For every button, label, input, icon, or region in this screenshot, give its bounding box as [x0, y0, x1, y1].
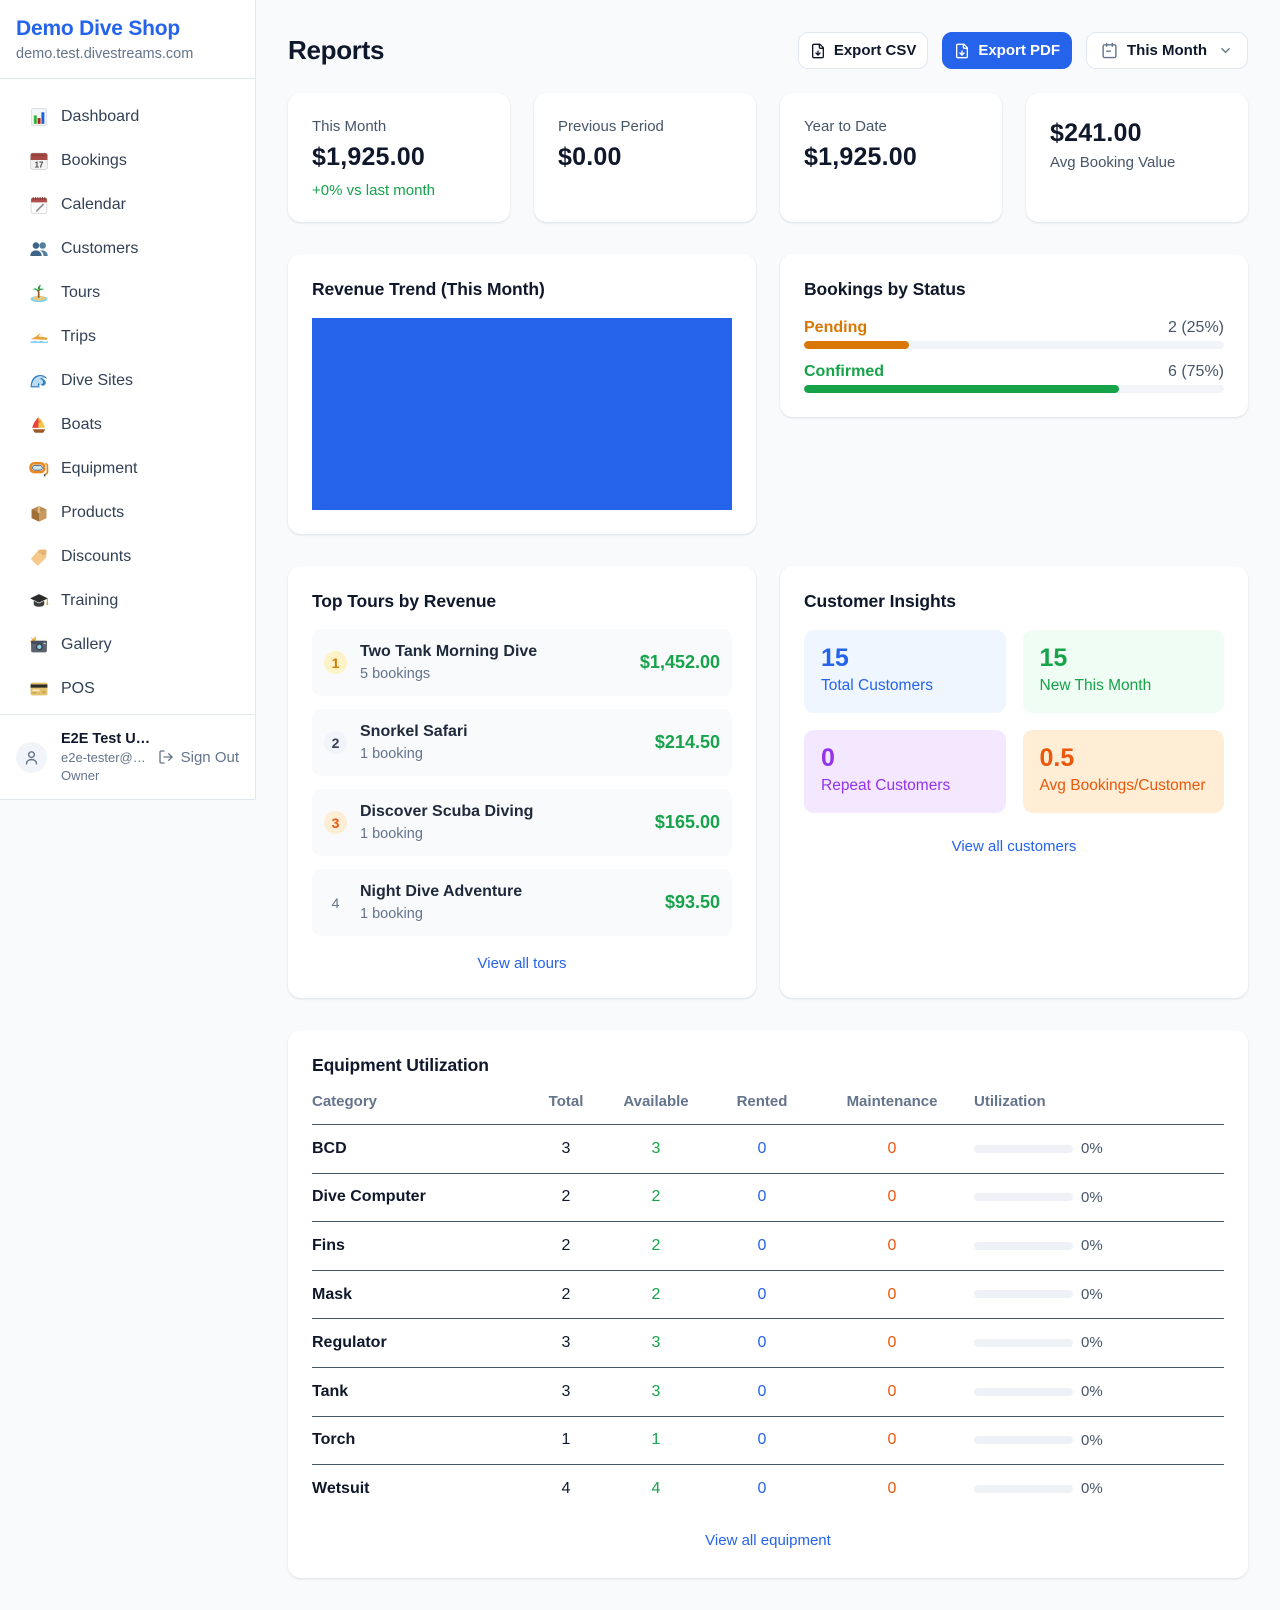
svg-text:17: 17: [35, 160, 44, 169]
